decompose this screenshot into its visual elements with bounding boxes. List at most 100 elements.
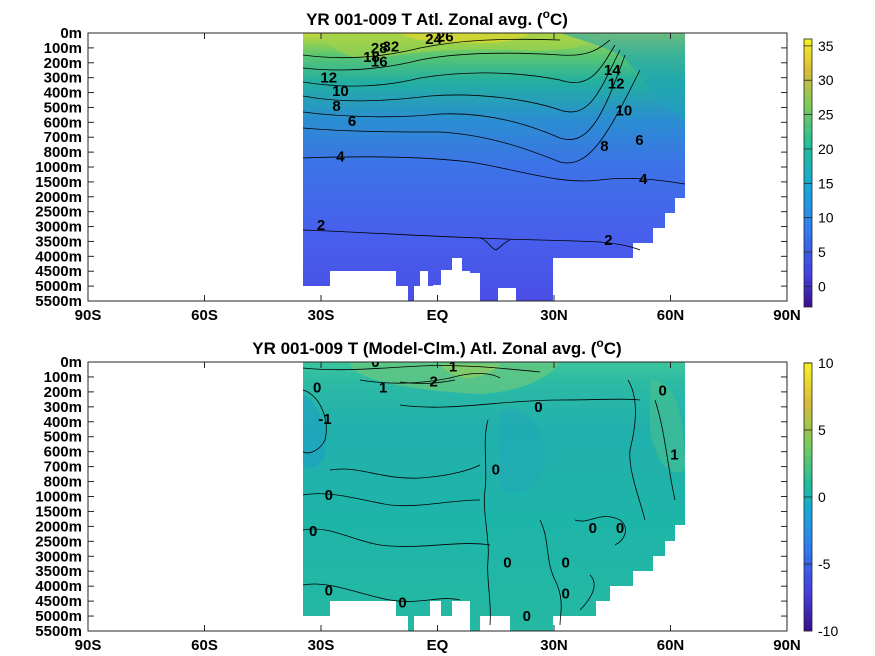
bottom-x-tick-label: 60S [191, 637, 218, 654]
top-contour-label: 8 [600, 138, 608, 155]
bottom-colorbar-tick-label: -10 [818, 623, 838, 639]
top-y-tick-label: 1500m [35, 174, 82, 191]
bottom-contour-label: 0 [561, 586, 569, 603]
top-x-tick-label: 30S [308, 307, 335, 324]
top-y-tick-label: 1000m [35, 159, 82, 176]
top-contour-label: 26 [437, 29, 454, 46]
top-contour-label: 6 [635, 132, 643, 149]
top-contour-label: 2 [317, 217, 325, 234]
bottom-colorbar-tick-label: 10 [818, 355, 834, 371]
bottom-y-tick-label: 400m [44, 414, 82, 431]
top-contour-label: 16 [371, 53, 388, 70]
top-colorbar-tick-label: 5 [818, 244, 826, 260]
top-colorbar-tick-label: 20 [818, 141, 834, 157]
top-contour-label: 4 [336, 149, 345, 166]
top-contour-label: 18 [363, 49, 380, 66]
bottom-y-tick-label: 700m [44, 459, 82, 476]
bottom-contour-label: 1 [670, 447, 678, 464]
top-panel: YR 001-009 T Atl. Zonal avg. (oC) 262432… [35, 7, 834, 324]
bottom-contour-label: 0 [313, 379, 321, 396]
top-contour-label: 6 [348, 113, 356, 130]
top-y-tick-label: 800m [44, 144, 82, 161]
bottom-contour-label: 0 [309, 523, 317, 540]
bottom-y-tick-label: 3000m [35, 548, 82, 565]
bottom-contour-label: 0 [616, 520, 624, 537]
top-contours [302, 38, 686, 251]
bottom-contour-label: 0 [561, 554, 569, 571]
top-colorbar-tick-label: 25 [818, 107, 834, 123]
top-y-tick-label: 600m [44, 114, 82, 131]
bottom-contours [302, 365, 676, 626]
bottom-contour-label: 0 [371, 354, 379, 371]
bottom-contour-label: -1 [318, 411, 331, 428]
top-y-tick-label: 5500m [35, 293, 82, 310]
top-y-tick-label: 0m [60, 25, 82, 42]
bottom-y-tick-label: 200m [44, 384, 82, 401]
bottom-y-tick-label: 2000m [35, 518, 82, 535]
top-colorbar [803, 38, 813, 308]
bottom-x-tick-label: 90S [75, 637, 102, 654]
top-colorbar-tick-label: 30 [818, 72, 834, 88]
top-colorbar-ticks: 35 30 25 20 15 10 5 0 [804, 38, 834, 294]
bottom-panel: YR 001-009 T (Model-Clm.) Atl. Zonal avg… [35, 336, 838, 654]
bottom-x-tick-label: 30S [308, 637, 335, 654]
top-y-tick-label: 5000m [35, 278, 82, 295]
top-data-region [303, 33, 685, 301]
top-y-tick-label: 700m [44, 129, 82, 146]
bottom-contour-label: 0 [659, 382, 667, 399]
top-contour-label: 8 [332, 98, 340, 115]
bottom-colorbar-ticks: 10 5 0 -5 -10 [804, 355, 838, 639]
bottom-contour-label: 0 [523, 608, 531, 625]
bottom-colorbar-tick-label: 5 [818, 422, 826, 438]
bottom-x-axis: 90S 60S 30S EQ 30N 60N 90N [75, 362, 801, 654]
top-x-tick-label: 60S [191, 307, 218, 324]
bottom-x-tick-label: 90N [773, 637, 801, 654]
top-y-tick-label: 4500m [35, 263, 82, 280]
bottom-colorbar-tick-label: 0 [818, 489, 826, 505]
bottom-x-tick-label: 60N [657, 637, 685, 654]
top-y-tick-label: 400m [44, 85, 82, 102]
top-x-tick-label: 60N [657, 307, 685, 324]
bottom-y-tick-label: 1000m [35, 489, 82, 506]
bottom-y-tick-label: 300m [44, 399, 82, 416]
bottom-y-tick-label: 600m [44, 444, 82, 461]
top-y-tick-label: 2000m [35, 189, 82, 206]
top-contour-label: 10 [332, 83, 349, 100]
bottom-data-region [303, 362, 685, 631]
top-x-tick-label: 30N [540, 307, 568, 324]
top-x-axis: 90S 60S 30S EQ 30N 60N 90N [75, 33, 801, 324]
top-y-tick-label: 200m [44, 55, 82, 72]
top-contour-label: 24 [425, 31, 442, 48]
top-y-tick-label: 3000m [35, 219, 82, 236]
bottom-y-tick-label: 100m [44, 369, 82, 386]
bottom-contour-label: 0 [325, 583, 333, 600]
top-y-tick-label: 2500m [35, 204, 82, 221]
bottom-contour-label: 0 [492, 462, 500, 479]
bottom-y-tick-label: 5000m [35, 608, 82, 625]
top-contour-label: 12 [608, 76, 625, 93]
top-x-tick-label: 90N [773, 307, 801, 324]
top-contour-label: 4 [639, 171, 648, 188]
bottom-contour-label: 0 [503, 554, 511, 571]
top-y-tick-label: 300m [44, 70, 82, 87]
top-y-tick-label: 500m [44, 99, 82, 116]
bottom-contour-label: 0 [325, 487, 333, 504]
bottom-y-axis: 0m100m200m300m400m500m600m700m800m1000m1… [35, 354, 787, 640]
top-y-tick-label: 100m [44, 40, 82, 57]
top-y-axis: 0m100m200m300m400m500m600m700m800m1000m1… [35, 25, 787, 310]
bottom-y-tick-label: 800m [44, 474, 82, 491]
bottom-contour-label: 0 [398, 595, 406, 612]
top-colorbar-tick-label: 10 [818, 210, 834, 226]
top-colorbar-tick-label: 35 [818, 38, 834, 54]
top-contour-label: 14 [604, 62, 621, 79]
bottom-y-tick-label: 2500m [35, 533, 82, 550]
bottom-contour-label: 0 [589, 520, 597, 537]
top-contour-label: 32 [383, 38, 400, 55]
bottom-contour-label: 1 [379, 379, 387, 396]
top-contour-label: 28 [371, 40, 388, 57]
